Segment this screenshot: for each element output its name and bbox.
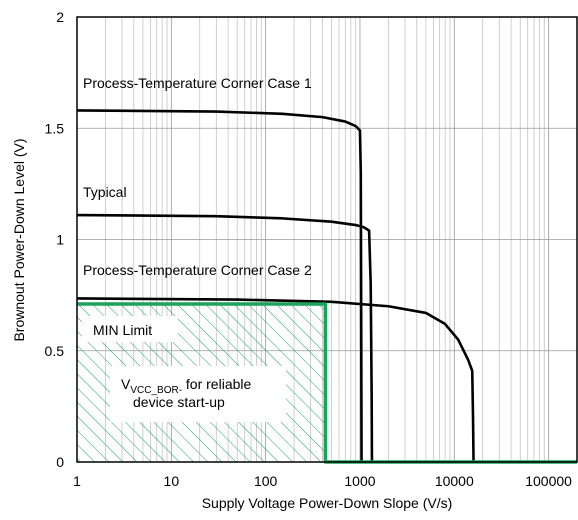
x-tick-label: 100 (254, 473, 278, 489)
vcc-rest: for reliable (182, 376, 251, 392)
min-limit-label-bg (82, 316, 178, 342)
plot-frame (76, 16, 578, 463)
vcc-label-bg (110, 366, 286, 422)
label-min-limit: MIN Limit (93, 322, 152, 338)
label-typical: Typical (83, 184, 127, 200)
x-axis-label: Supply Voltage Power-Down Slope (V/s) (202, 495, 453, 511)
series-line-2 (76, 297, 475, 463)
label-corner-case-2: Process-Temperature Corner Case 2 (83, 262, 312, 278)
x-tick-label: 10000 (435, 473, 474, 489)
series-line-1 (76, 213, 374, 463)
x-tick-labels: 1 10 100 1000 10000 100000 (73, 473, 572, 489)
x-tick-label: 1 (73, 473, 81, 489)
y-tick-label: 1 (56, 232, 64, 248)
x-tick-label: 1000 (344, 473, 375, 489)
x-tick-label: 10 (164, 473, 180, 489)
x-tick-label: 100000 (525, 473, 572, 489)
y-axis-label: Brownout Power-Down Level (V) (11, 138, 27, 341)
y-tick-label: 0.5 (45, 343, 65, 359)
label-vcc-bor: VVCC_BOR- for reliable (121, 376, 252, 396)
y-tick-label: 2 (56, 9, 64, 25)
y-tick-label: 0 (56, 454, 64, 470)
label-corner-case-1: Process-Temperature Corner Case 1 (83, 75, 312, 91)
vcc-v: V (121, 376, 131, 392)
series-line-0 (76, 109, 363, 463)
y-tick-labels: 0 0.5 1 1.5 2 (45, 9, 65, 470)
label-device-startup: device start-up (133, 394, 225, 410)
y-tick-label: 1.5 (45, 120, 65, 136)
vcc-subscript: VCC_BOR- (130, 385, 182, 396)
